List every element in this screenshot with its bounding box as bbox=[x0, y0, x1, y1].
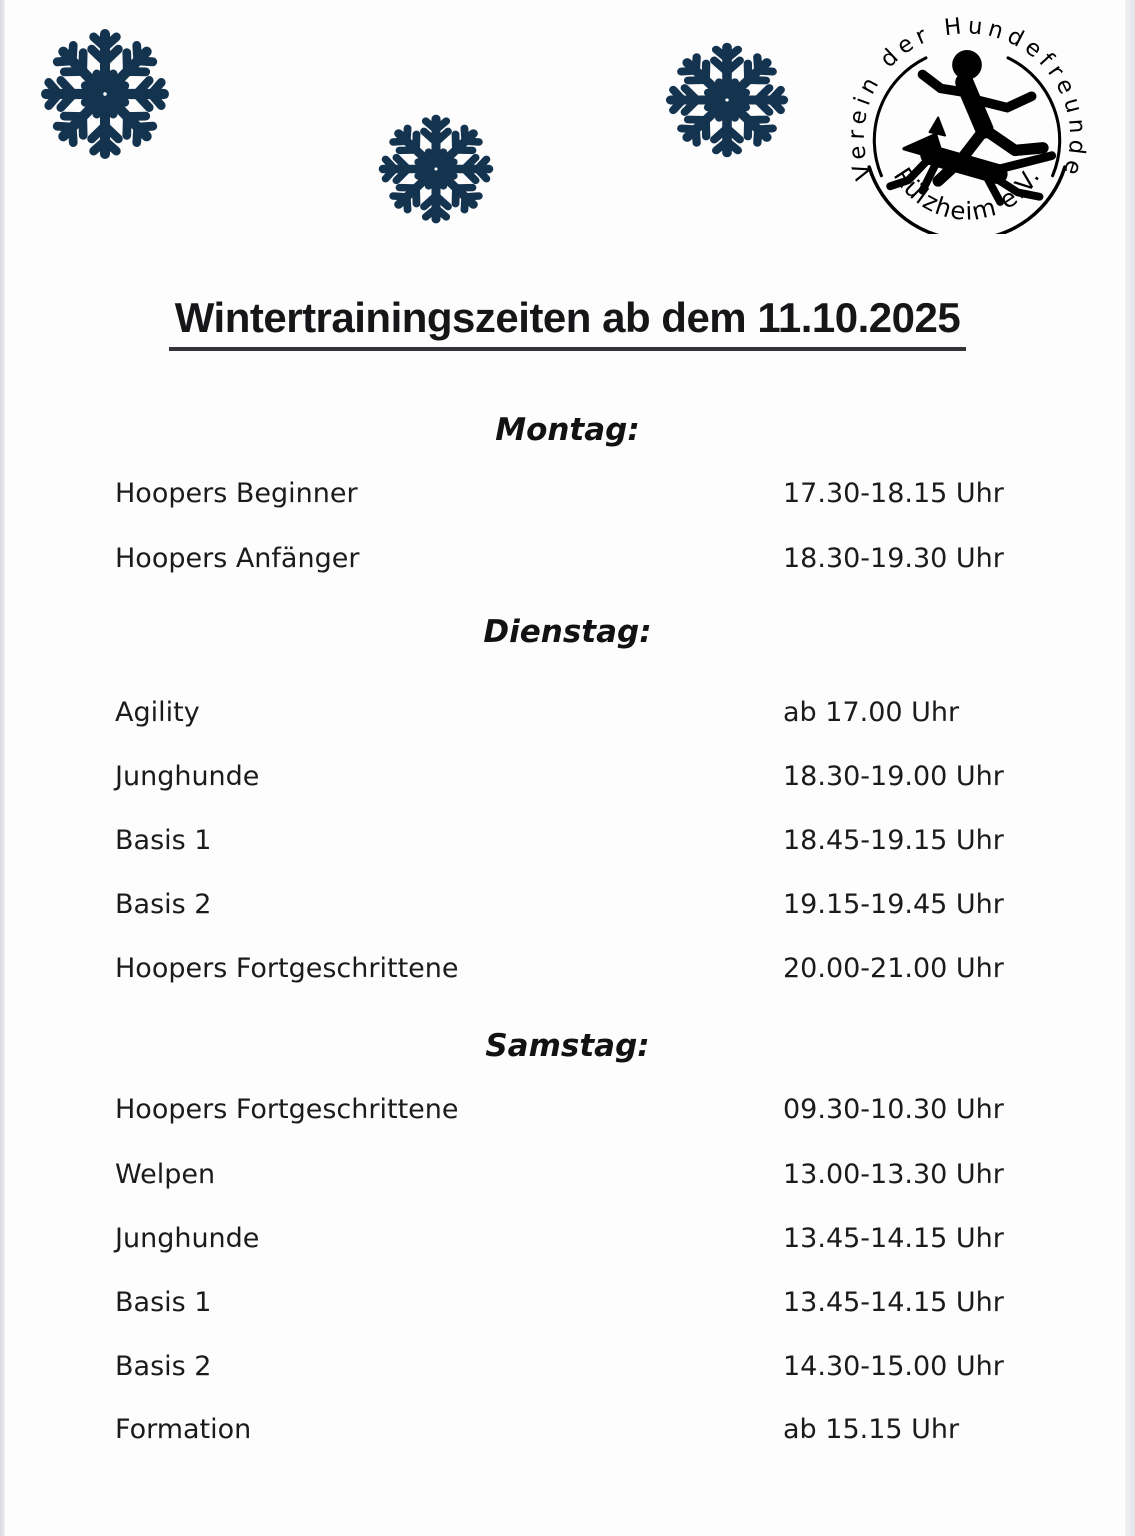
class-time: 13.00-13.30 Uhr bbox=[783, 1159, 1004, 1190]
schedule-row: Hoopers Anfänger 18.30-19.30 Uhr bbox=[0, 541, 1135, 577]
page-title: Wintertrainingszeiten ab dem 11.10.2025 bbox=[0, 294, 1135, 351]
day-header-dienstag: Dienstag: bbox=[483, 614, 652, 650]
page-title-text: Wintertrainingszeiten ab dem 11.10.2025 bbox=[168, 294, 967, 351]
schedule-row: Agility ab 17.00 Uhr bbox=[0, 695, 1135, 731]
class-time: 09.30-10.30 Uhr bbox=[783, 1094, 1004, 1125]
person-silhouette bbox=[917, 50, 1049, 187]
class-label: Formation bbox=[115, 1414, 252, 1445]
class-label: Hoopers Fortgeschrittene bbox=[115, 953, 459, 984]
page-edge-left bbox=[0, 0, 5, 1536]
class-label: Basis 2 bbox=[115, 1351, 212, 1382]
class-time: 14.30-15.00 Uhr bbox=[783, 1351, 1004, 1382]
class-time: ab 17.00 Uhr bbox=[783, 697, 960, 728]
schedule-row: Basis 1 18.45-19.15 Uhr bbox=[0, 823, 1135, 859]
dog-silhouette bbox=[886, 116, 1057, 206]
class-label: Junghunde bbox=[115, 1223, 260, 1254]
schedule-row: Hoopers Beginner 17.30-18.15 Uhr bbox=[0, 476, 1135, 512]
class-time: ab 15.15 Uhr bbox=[783, 1414, 960, 1445]
page-edge-right bbox=[1125, 0, 1135, 1536]
schedule-row: Basis 1 13.45-14.15 Uhr bbox=[0, 1285, 1135, 1321]
class-label: Agility bbox=[115, 697, 200, 728]
class-label: Hoopers Beginner bbox=[115, 478, 358, 509]
logo-inner-arc-right bbox=[1006, 56, 1062, 178]
class-time: 13.45-14.15 Uhr bbox=[783, 1223, 1004, 1254]
class-time: 18.30-19.00 Uhr bbox=[783, 761, 1004, 792]
snowflake-icon bbox=[376, 112, 496, 226]
day-header-montag: Montag: bbox=[495, 412, 640, 448]
class-label: Basis 1 bbox=[115, 1287, 212, 1318]
class-label: Basis 2 bbox=[115, 889, 212, 920]
club-logo: Verein der Hundefreunde Rülzheim e.V. bbox=[844, 13, 1085, 234]
schedule-row: Junghunde 18.30-19.00 Uhr bbox=[0, 759, 1135, 795]
class-time: 13.45-14.15 Uhr bbox=[783, 1287, 1004, 1318]
schedule-row: Hoopers Fortgeschrittene 09.30-10.30 Uhr bbox=[0, 1092, 1135, 1128]
snowflake-icon bbox=[38, 26, 172, 162]
schedule-row: Junghunde 13.45-14.15 Uhr bbox=[0, 1221, 1135, 1257]
schedule-row: Hoopers Fortgeschrittene 20.00-21.00 Uhr bbox=[0, 951, 1135, 987]
class-label: Hoopers Anfänger bbox=[115, 543, 360, 574]
schedule-row: Basis 2 19.15-19.45 Uhr bbox=[0, 887, 1135, 923]
class-label: Welpen bbox=[115, 1159, 216, 1190]
day-header-samstag: Samstag: bbox=[485, 1028, 650, 1064]
class-time: 20.00-21.00 Uhr bbox=[783, 953, 1004, 984]
snowflake-icon bbox=[663, 40, 791, 160]
class-time: 17.30-18.15 Uhr bbox=[783, 478, 1004, 509]
logo-outer-arc-bottom bbox=[867, 165, 1067, 234]
schedule-row: Formation ab 15.15 Uhr bbox=[0, 1412, 1135, 1448]
class-label: Basis 1 bbox=[115, 825, 212, 856]
class-time: 18.45-19.15 Uhr bbox=[783, 825, 1004, 856]
class-time: 18.30-19.30 Uhr bbox=[783, 543, 1004, 574]
logo-inner-arc-left bbox=[872, 56, 928, 178]
class-label: Junghunde bbox=[115, 761, 260, 792]
class-label: Hoopers Fortgeschrittene bbox=[115, 1094, 459, 1125]
schedule-row: Basis 2 14.30-15.00 Uhr bbox=[0, 1349, 1135, 1385]
schedule-row: Welpen 13.00-13.30 Uhr bbox=[0, 1157, 1135, 1193]
class-time: 19.15-19.45 Uhr bbox=[783, 889, 1004, 920]
